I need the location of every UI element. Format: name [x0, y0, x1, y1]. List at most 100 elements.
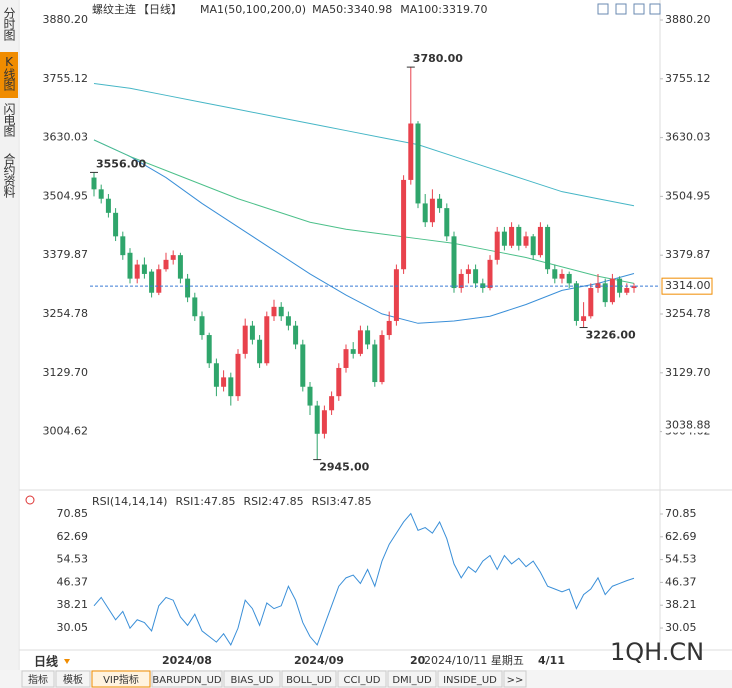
icon[interactable]: [615, 3, 627, 15]
x-tick-label: 2024/08: [162, 654, 212, 667]
y-tick-label: 30.05: [665, 621, 697, 634]
candle-body: [357, 330, 363, 354]
indicator-label: MA1(50,100,200,0): [200, 3, 306, 16]
y-tick-label: 30.05: [57, 621, 89, 634]
icon[interactable]: [633, 3, 645, 15]
candle-body: [321, 410, 327, 434]
candle-body: [91, 177, 97, 190]
candle-body: [444, 208, 450, 237]
candle-body: [624, 288, 630, 293]
candle-body: [372, 344, 378, 383]
bottom-tab[interactable]: [387, 670, 437, 688]
y-tick-label: 38.21: [57, 598, 89, 611]
candle-body: [206, 335, 212, 364]
candle-body: [437, 198, 443, 209]
sidebar-tab[interactable]: [0, 4, 18, 48]
bottom-tab[interactable]: [55, 670, 91, 688]
candle-body: [523, 236, 529, 246]
candle-body: [631, 286, 637, 289]
candle-body: [314, 405, 320, 434]
candle-body: [113, 212, 119, 237]
candle-body: [264, 316, 270, 364]
x-tick-label: 20: [410, 654, 426, 667]
candle-body: [199, 316, 205, 336]
candle-body: [537, 226, 543, 256]
candle-body: [401, 179, 407, 270]
candle-body: [235, 353, 241, 397]
bottom-tab[interactable]: [21, 670, 55, 688]
y-tick-label: 62.69: [57, 530, 89, 543]
sidebar-tab-label: K线图: [2, 55, 16, 91]
bottom-tab-label: >>: [507, 675, 524, 686]
marker-label: 3038.88: [665, 418, 711, 431]
bottom-tab[interactable]: [337, 670, 387, 688]
y-tick-label: 54.53: [57, 553, 89, 566]
candle-body: [213, 363, 219, 387]
candle-body: [192, 297, 198, 317]
y-tick-label: 3379.87: [665, 248, 711, 261]
sidebar-tab[interactable]: [0, 100, 18, 146]
candle-body: [617, 278, 623, 293]
icon[interactable]: [597, 3, 609, 15]
icon[interactable]: [649, 3, 661, 15]
candle-body: [379, 335, 385, 383]
marker-box: [662, 418, 712, 433]
bottom-tab[interactable]: [437, 670, 503, 688]
x-tick-label: 4/11: [538, 654, 565, 667]
y-tick-label: 3880.20: [43, 13, 89, 26]
candle-body: [271, 306, 277, 317]
candle-body: [602, 283, 608, 303]
bottom-tab[interactable]: [223, 670, 281, 688]
period-button[interactable]: 日线: [34, 654, 58, 669]
candle-body: [120, 236, 126, 256]
bottom-tab-label: 指标: [28, 673, 48, 686]
candle-body: [285, 316, 291, 326]
ma-line: [93, 139, 635, 324]
bottom-tab[interactable]: [151, 670, 223, 688]
bottom-tab[interactable]: [91, 670, 151, 688]
candle-body: [221, 377, 227, 387]
bottom-tab-label: VIP指标: [103, 673, 139, 686]
candle-body: [105, 198, 111, 213]
y-tick-label: 3630.03: [43, 131, 89, 144]
candle-body: [408, 123, 414, 180]
candle-body: [149, 271, 155, 293]
candle-body: [185, 278, 191, 298]
candle-body: [329, 396, 335, 411]
y-tick-label: 62.69: [665, 530, 697, 543]
candle-body: [429, 198, 435, 223]
sidebar-tab[interactable]: [0, 52, 18, 98]
sidebar-tab-label: 合约资料: [2, 152, 16, 198]
legend-entry: MA100:3319.70: [400, 3, 487, 16]
y-tick-label: 3254.78: [43, 307, 89, 320]
settings-icon[interactable]: [25, 495, 35, 505]
bottom-tab-label: CCI_UD: [344, 675, 381, 686]
bottom-tab-label: BARUPDN_UD: [152, 675, 221, 686]
candle-body: [422, 203, 428, 223]
candle-body: [278, 306, 284, 317]
bottom-tab-label: BIAS_UD: [230, 675, 273, 686]
sidebar-tab[interactable]: [0, 150, 18, 212]
candle-body: [566, 273, 572, 284]
ma-line: [93, 139, 635, 284]
y-tick-label: 3129.70: [43, 366, 89, 379]
candle-body: [494, 231, 500, 260]
candle-body: [365, 330, 371, 345]
candle-body: [473, 269, 479, 284]
dropdown-arrow: [64, 659, 70, 664]
y-tick-label: 3004.62: [43, 425, 89, 438]
candle-body: [573, 283, 579, 321]
candle-body: [242, 325, 248, 354]
candle-body: [588, 288, 594, 317]
extreme-label: 2945.00: [319, 461, 369, 474]
candle-body: [98, 189, 104, 199]
bottom-tab[interactable]: [281, 670, 337, 688]
y-tick-label: 70.85: [665, 507, 697, 520]
legend-entry: RSI2:47.85: [244, 495, 304, 508]
candle-body: [465, 269, 471, 274]
legend-entry: RSI1:47.85: [175, 495, 235, 508]
last-price-box: [661, 277, 713, 295]
candle-body: [336, 367, 342, 397]
bottom-tab[interactable]: [503, 670, 527, 688]
candle-body: [170, 255, 176, 260]
